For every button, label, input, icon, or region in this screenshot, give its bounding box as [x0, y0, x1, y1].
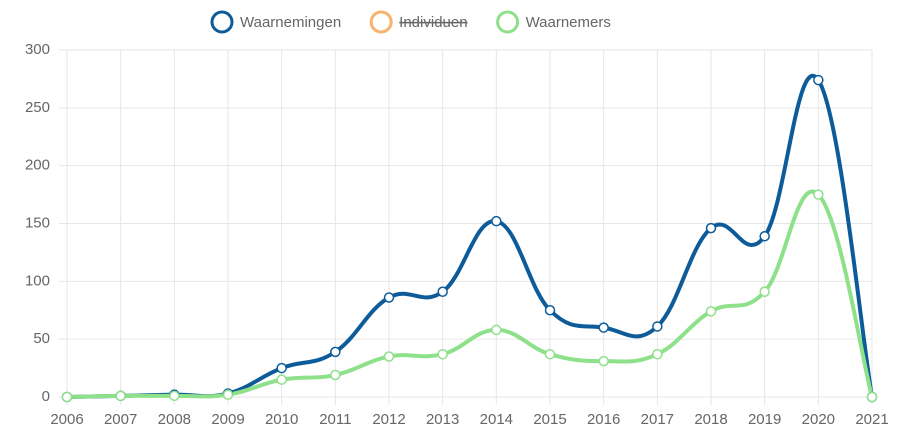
x-tick-label: 2008	[158, 411, 191, 428]
x-tick-label: 2020	[802, 411, 835, 428]
x-tick-label: 2015	[533, 411, 566, 428]
point	[383, 351, 395, 362]
legend: Waarnemingen Individuen Waarnemers	[210, 10, 611, 34]
point	[169, 390, 180, 402]
point	[276, 374, 287, 385]
y-tick-label: 0	[42, 388, 50, 405]
point	[813, 74, 824, 86]
point	[652, 321, 663, 332]
x-tick-label: 2010	[265, 411, 298, 428]
legend-label: Waarnemers	[526, 14, 611, 31]
point	[437, 348, 448, 360]
y-tick-label: 200	[25, 157, 50, 174]
x-tick-label: 2006	[50, 411, 83, 428]
point	[598, 355, 609, 367]
legend-icon	[210, 10, 234, 34]
x-tick-label: 2007	[104, 411, 137, 428]
x-tick-label: 2011	[319, 411, 351, 428]
point	[383, 292, 395, 303]
point	[115, 390, 126, 402]
y-tick-label: 300	[25, 41, 50, 58]
point	[598, 322, 609, 333]
point	[491, 215, 502, 227]
x-tick-label: 2021	[855, 411, 888, 428]
x-tick-label: 2014	[480, 411, 513, 428]
point	[276, 362, 287, 374]
point	[330, 346, 341, 358]
point	[330, 369, 341, 381]
point	[813, 189, 824, 200]
point	[544, 305, 556, 316]
point	[705, 222, 717, 234]
y-tick-label: 50	[33, 330, 50, 347]
x-tick-label: 2009	[211, 411, 244, 428]
y-tick-label: 250	[25, 99, 50, 116]
x-tick-label: 2016	[587, 411, 620, 428]
x-tick-label: 2018	[694, 411, 727, 428]
y-tick-label: 150	[25, 214, 50, 231]
point	[437, 286, 448, 297]
x-tick-label: 2019	[748, 411, 781, 428]
x-tick-label: 2017	[641, 411, 674, 428]
point	[759, 230, 770, 242]
point	[61, 391, 73, 403]
point	[222, 389, 234, 400]
x-tick-label: 2012	[372, 411, 405, 428]
legend-label: Waarnemingen	[240, 14, 341, 31]
y-tick-label: 100	[25, 272, 50, 289]
line	[66, 74, 874, 399]
point	[705, 306, 717, 317]
point	[652, 348, 663, 360]
legend-icon	[496, 10, 520, 34]
line	[66, 189, 874, 399]
point	[491, 324, 502, 336]
legend-label: Individuen	[399, 14, 467, 31]
point	[759, 286, 770, 297]
point	[866, 391, 878, 403]
x-tick-label: 2013	[426, 411, 459, 428]
point	[544, 348, 556, 360]
legend-icon	[369, 10, 393, 34]
